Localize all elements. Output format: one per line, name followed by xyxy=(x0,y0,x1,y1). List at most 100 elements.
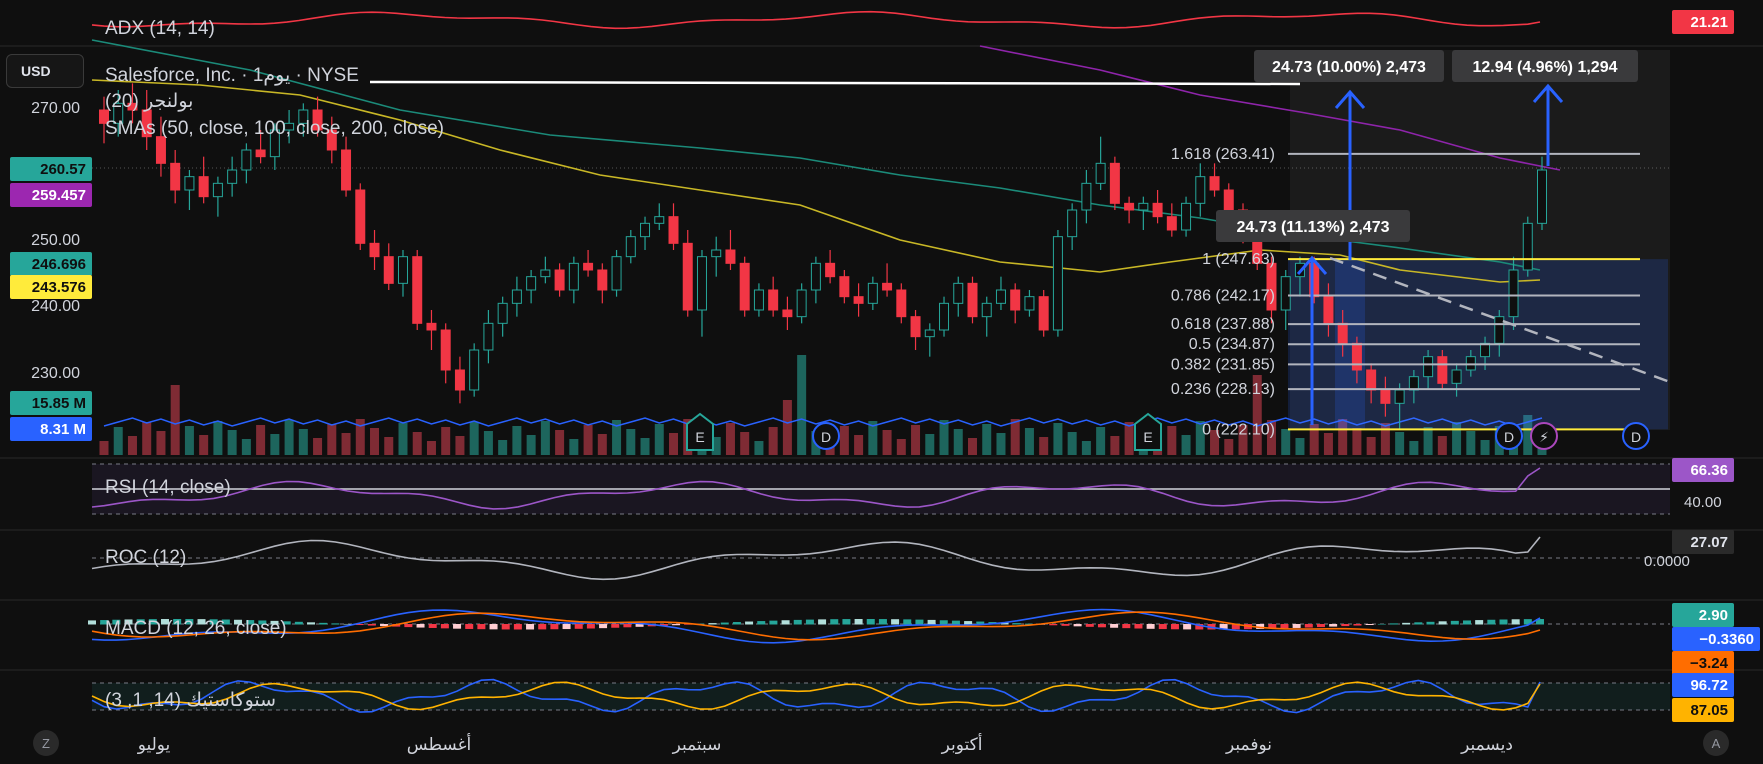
volume-bar xyxy=(127,436,137,455)
candle-body xyxy=(383,256,394,284)
volume-bar xyxy=(939,420,949,455)
candle-body xyxy=(1209,176,1220,191)
dividend-marker xyxy=(1622,422,1650,450)
candle-body xyxy=(981,302,992,318)
macd-histogram-bar xyxy=(732,622,741,625)
macd-histogram-bar xyxy=(927,619,936,625)
month-oct: أكتوبر xyxy=(941,733,983,754)
candle-body xyxy=(554,269,565,291)
price-tick-250: 250.00 xyxy=(31,232,80,249)
price-badge-bb: 259.457 xyxy=(10,183,92,207)
horizontal-ray xyxy=(369,80,1301,86)
macd-histogram-bar xyxy=(1475,620,1484,625)
measure-arrow-3-head xyxy=(1532,83,1564,103)
candle-body xyxy=(241,149,252,171)
volume-bar xyxy=(740,432,750,455)
volume-bar xyxy=(370,428,380,455)
event-marker-label: ⚡ xyxy=(1539,429,1549,445)
macd-histogram-bar xyxy=(1085,624,1094,627)
macd-histogram-bar xyxy=(964,621,973,625)
candle-body xyxy=(269,129,280,158)
sma-100-line xyxy=(91,39,1541,271)
macd-line-badge: −0.3360 xyxy=(1672,627,1760,651)
candle-body xyxy=(1095,162,1106,184)
macd-histogram-bar xyxy=(380,624,389,627)
candle-body xyxy=(924,329,935,338)
candle-body xyxy=(668,216,679,244)
macd-histogram-bar xyxy=(1450,620,1459,625)
candle-body xyxy=(1423,356,1434,378)
macd-histogram-bar xyxy=(221,619,230,625)
fib-label: 1.618 (263.41) xyxy=(1171,146,1275,163)
volume-bar xyxy=(1167,426,1177,455)
macd-histogram-bar xyxy=(1073,624,1082,627)
candle-body xyxy=(1451,369,1462,384)
macd-histogram-bar xyxy=(842,619,851,625)
currency-button[interactable]: USD xyxy=(6,54,84,88)
event-marker-label: D xyxy=(1504,429,1514,445)
volume-bar xyxy=(996,433,1006,455)
volume-bar xyxy=(1323,433,1333,455)
macd-histogram-bar xyxy=(1329,624,1338,627)
macd-histogram-bar xyxy=(453,624,462,629)
candle-body xyxy=(469,349,480,391)
candle-body xyxy=(1508,269,1519,318)
macd-histogram-bar xyxy=(1438,621,1447,625)
candle-body xyxy=(1181,202,1192,231)
candle-body xyxy=(725,249,736,264)
macd-histogram-bar xyxy=(1110,624,1119,628)
candle-body xyxy=(810,262,821,291)
candle-body xyxy=(113,102,124,124)
candle-body xyxy=(796,289,807,318)
macd-histogram-bar xyxy=(1122,624,1131,629)
price-tick-240: 240.00 xyxy=(31,298,80,315)
volume-bar xyxy=(1395,432,1405,455)
candle-body xyxy=(597,269,608,291)
volume-bar xyxy=(341,433,351,455)
volume-bar xyxy=(540,421,550,455)
roc-value-badge: 27.07 xyxy=(1672,530,1734,554)
month-aug: أغسطس xyxy=(407,733,471,754)
candle-body xyxy=(1394,389,1405,404)
stoch-d-line xyxy=(91,681,1541,711)
measure-box-2-bg xyxy=(1452,50,1638,82)
fib-retracement[interactable]: 1.618 (263.41) 1 (247.63) 0.786 (242.17) 0.… xyxy=(1171,146,1640,438)
candle-body xyxy=(540,269,551,278)
volume-bar xyxy=(1423,427,1433,455)
candle-body xyxy=(1494,316,1505,344)
macd-histogram-bar xyxy=(1268,624,1277,629)
volume-bar xyxy=(483,431,493,455)
candle-body xyxy=(1522,222,1533,271)
macd-histogram-bar xyxy=(526,624,535,630)
volume-ma-line xyxy=(103,417,1543,427)
macd-histogram-bar xyxy=(672,624,681,626)
macd-histogram-bar xyxy=(1170,624,1179,630)
volume-bar xyxy=(1195,421,1205,455)
macd-histogram-bar xyxy=(1256,624,1265,629)
macd-histogram-bar xyxy=(1511,619,1520,625)
macd-histogram-bar xyxy=(1523,619,1532,625)
macd-histogram-bar xyxy=(720,622,729,625)
auto-scale-a-button[interactable]: A xyxy=(1703,730,1729,756)
macd-histogram-bar xyxy=(793,619,802,625)
volume-bar xyxy=(982,424,992,455)
volume-bar xyxy=(113,427,123,455)
volume-bar xyxy=(398,423,408,455)
candle-body xyxy=(284,122,295,131)
month-dec: ديسمبر xyxy=(1460,735,1513,754)
adx-line xyxy=(91,10,1541,30)
candle-body xyxy=(355,189,366,244)
macd-histogram-bar xyxy=(124,619,133,625)
event-markers[interactable]: E D E D ⚡ D xyxy=(686,412,1650,451)
candle-body xyxy=(1195,176,1206,204)
macd-histogram-bar xyxy=(745,621,754,625)
volume-bar xyxy=(1466,431,1476,455)
macd-histogram-bar xyxy=(307,622,316,625)
macd-histogram-bar xyxy=(878,619,887,625)
volume-bar xyxy=(1010,419,1020,455)
log-scale-z-button[interactable]: Z xyxy=(33,730,59,756)
volume-bar xyxy=(199,435,209,455)
candle-body xyxy=(369,242,380,258)
volume-bar xyxy=(512,426,522,455)
